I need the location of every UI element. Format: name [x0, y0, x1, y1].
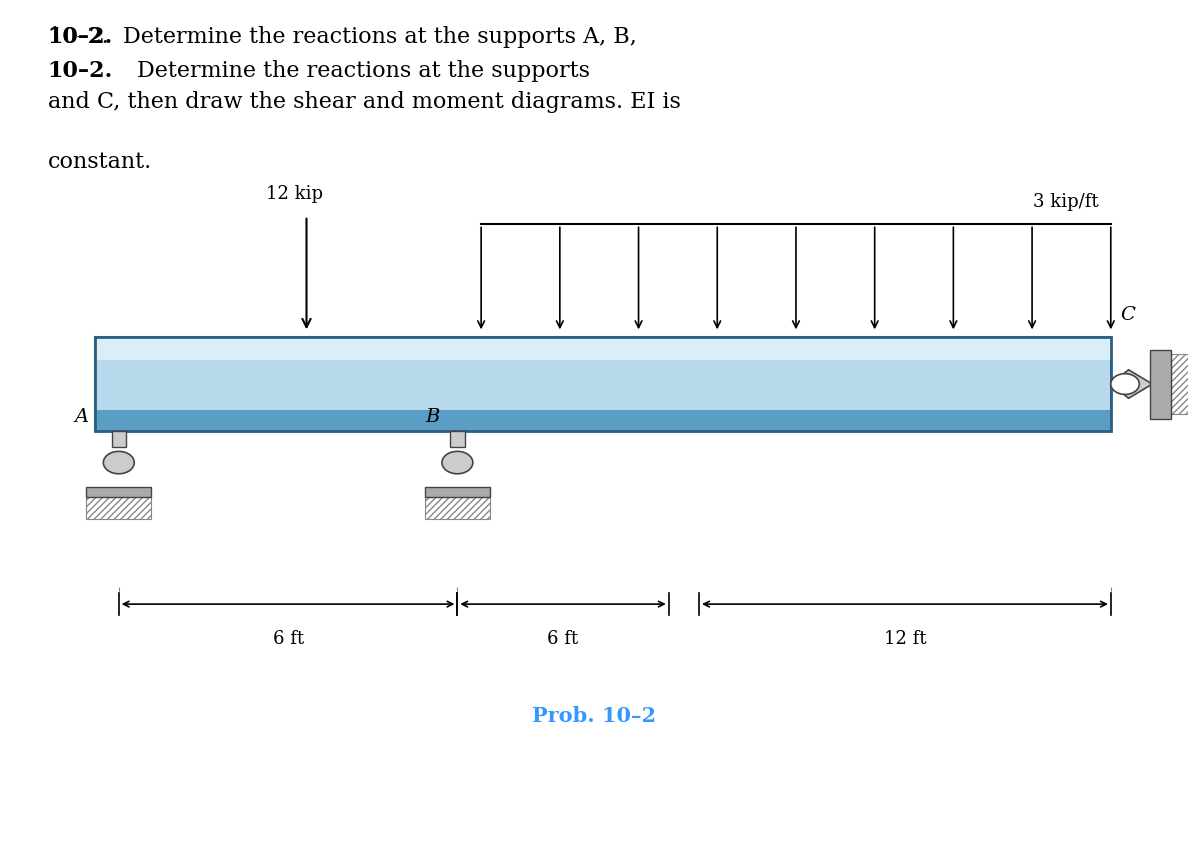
Bar: [425, 487, 489, 497]
Bar: [425, 497, 489, 519]
Circle shape: [103, 451, 134, 474]
Text: 6 ft: 6 ft: [548, 630, 579, 648]
Bar: [1171, 354, 1188, 414]
Bar: [87, 487, 152, 497]
Text: 10–2.: 10–2.: [48, 26, 113, 47]
Text: Prob. 10–2: Prob. 10–2: [532, 706, 656, 727]
Bar: [95, 337, 1111, 432]
Polygon shape: [1111, 370, 1152, 398]
Text: B: B: [425, 408, 440, 426]
Bar: [95, 337, 1111, 361]
Text: 3 kip/ft: 3 kip/ft: [1034, 193, 1099, 211]
Text: A: A: [75, 408, 89, 426]
Text: 12 ft: 12 ft: [884, 630, 927, 648]
Bar: [450, 432, 465, 447]
Text: C: C: [1120, 306, 1136, 324]
Bar: [1150, 350, 1171, 419]
Text: and C, then draw the shear and moment diagrams. EI is: and C, then draw the shear and moment di…: [48, 91, 681, 112]
Text: 10–2.: 10–2.: [48, 60, 113, 82]
FancyBboxPatch shape: [95, 337, 1111, 432]
Text: 6 ft: 6 ft: [272, 630, 304, 648]
Bar: [112, 432, 126, 447]
Text: Determine the reactions at the supports: Determine the reactions at the supports: [137, 60, 589, 82]
Text: 12 kip: 12 kip: [266, 185, 323, 203]
Text: 10–2.  Determine the reactions at the supports A, B,: 10–2. Determine the reactions at the sup…: [48, 26, 637, 47]
Circle shape: [442, 451, 473, 474]
Bar: [87, 497, 152, 519]
Bar: [95, 410, 1111, 432]
Text: constant.: constant.: [48, 151, 152, 173]
Circle shape: [1111, 374, 1139, 394]
